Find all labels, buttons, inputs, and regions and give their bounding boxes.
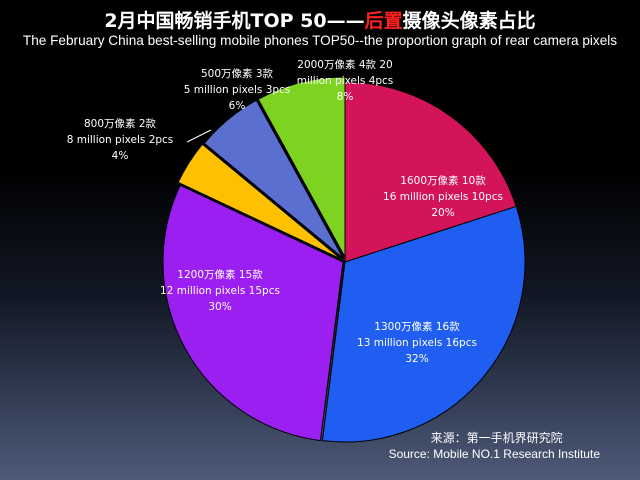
slice-label-en: million pixels 4pcs	[297, 75, 394, 87]
slice-label-cn: 1300万像素 16款	[374, 320, 460, 333]
slice-label: 500万像素 3款 5 million pixels 3pcs 6%	[184, 67, 291, 112]
title-part2: 摄像头像素占比	[402, 10, 536, 32]
pie-slice	[162, 184, 344, 442]
pie-slice	[344, 81, 517, 263]
slice-label-cn: 2000万像素 4款 20	[297, 58, 392, 71]
title-part1: 2月中国畅销手机TOP 50——	[104, 10, 365, 32]
pie-slice	[203, 99, 344, 259]
slice-label-cn: 1600万像素 10款	[400, 174, 486, 187]
slice-label-percent: 20%	[431, 207, 454, 219]
slice-label-cn: 500万像素 3款	[201, 67, 274, 80]
source-en: Source: Mobile NO.1 Research Institute	[388, 447, 600, 461]
slice-label-percent: 8%	[337, 91, 354, 103]
slice-label: 1300万像素 16款 13 million pixels 16pcs 32%	[357, 320, 477, 365]
slice-label-cn: 1200万像素 15款	[177, 268, 263, 281]
source-cn: 来源：第一手机界研究院	[430, 431, 563, 445]
slice-label: 2000万像素 4款 20 million pixels 4pcs 8%	[297, 58, 394, 103]
pie-slice	[321, 205, 526, 443]
slice-label-en: 5 million pixels 3pcs	[184, 84, 291, 96]
leader-line	[186, 129, 212, 143]
slice-label-en: 12 million pixels 15pcs	[160, 285, 280, 297]
slice-label: 800万像素 2款 8 million pixels 2pcs 4%	[67, 117, 174, 162]
chart-subtitle: The February China best-selling mobile p…	[22, 33, 618, 48]
slice-label-percent: 32%	[405, 353, 428, 365]
slice-label: 1600万像素 10款 16 million pixels 10pcs 20%	[383, 174, 503, 219]
pie-slice	[257, 76, 346, 258]
slice-label-percent: 30%	[208, 301, 231, 313]
slice-label-cn: 800万像素 2款	[84, 117, 157, 130]
slice-label-percent: 6%	[229, 100, 246, 112]
slice-label-en: 8 million pixels 2pcs	[67, 134, 174, 146]
title-highlight: 后置	[364, 10, 403, 32]
slice-label: 1200万像素 15款 12 million pixels 15pcs 30%	[160, 268, 280, 313]
slice-label-en: 16 million pixels 10pcs	[383, 191, 503, 203]
chart-title: 2月中国畅销手机TOP 50——后置摄像头像素占比	[0, 6, 640, 33]
slice-label-percent: 4%	[112, 150, 129, 162]
slice-label-en: 13 million pixels 16pcs	[357, 337, 477, 349]
source-note: 来源：第一手机界研究院 Source: Mobile NO.1 Research…	[389, 430, 600, 462]
pie-slice	[177, 143, 342, 260]
